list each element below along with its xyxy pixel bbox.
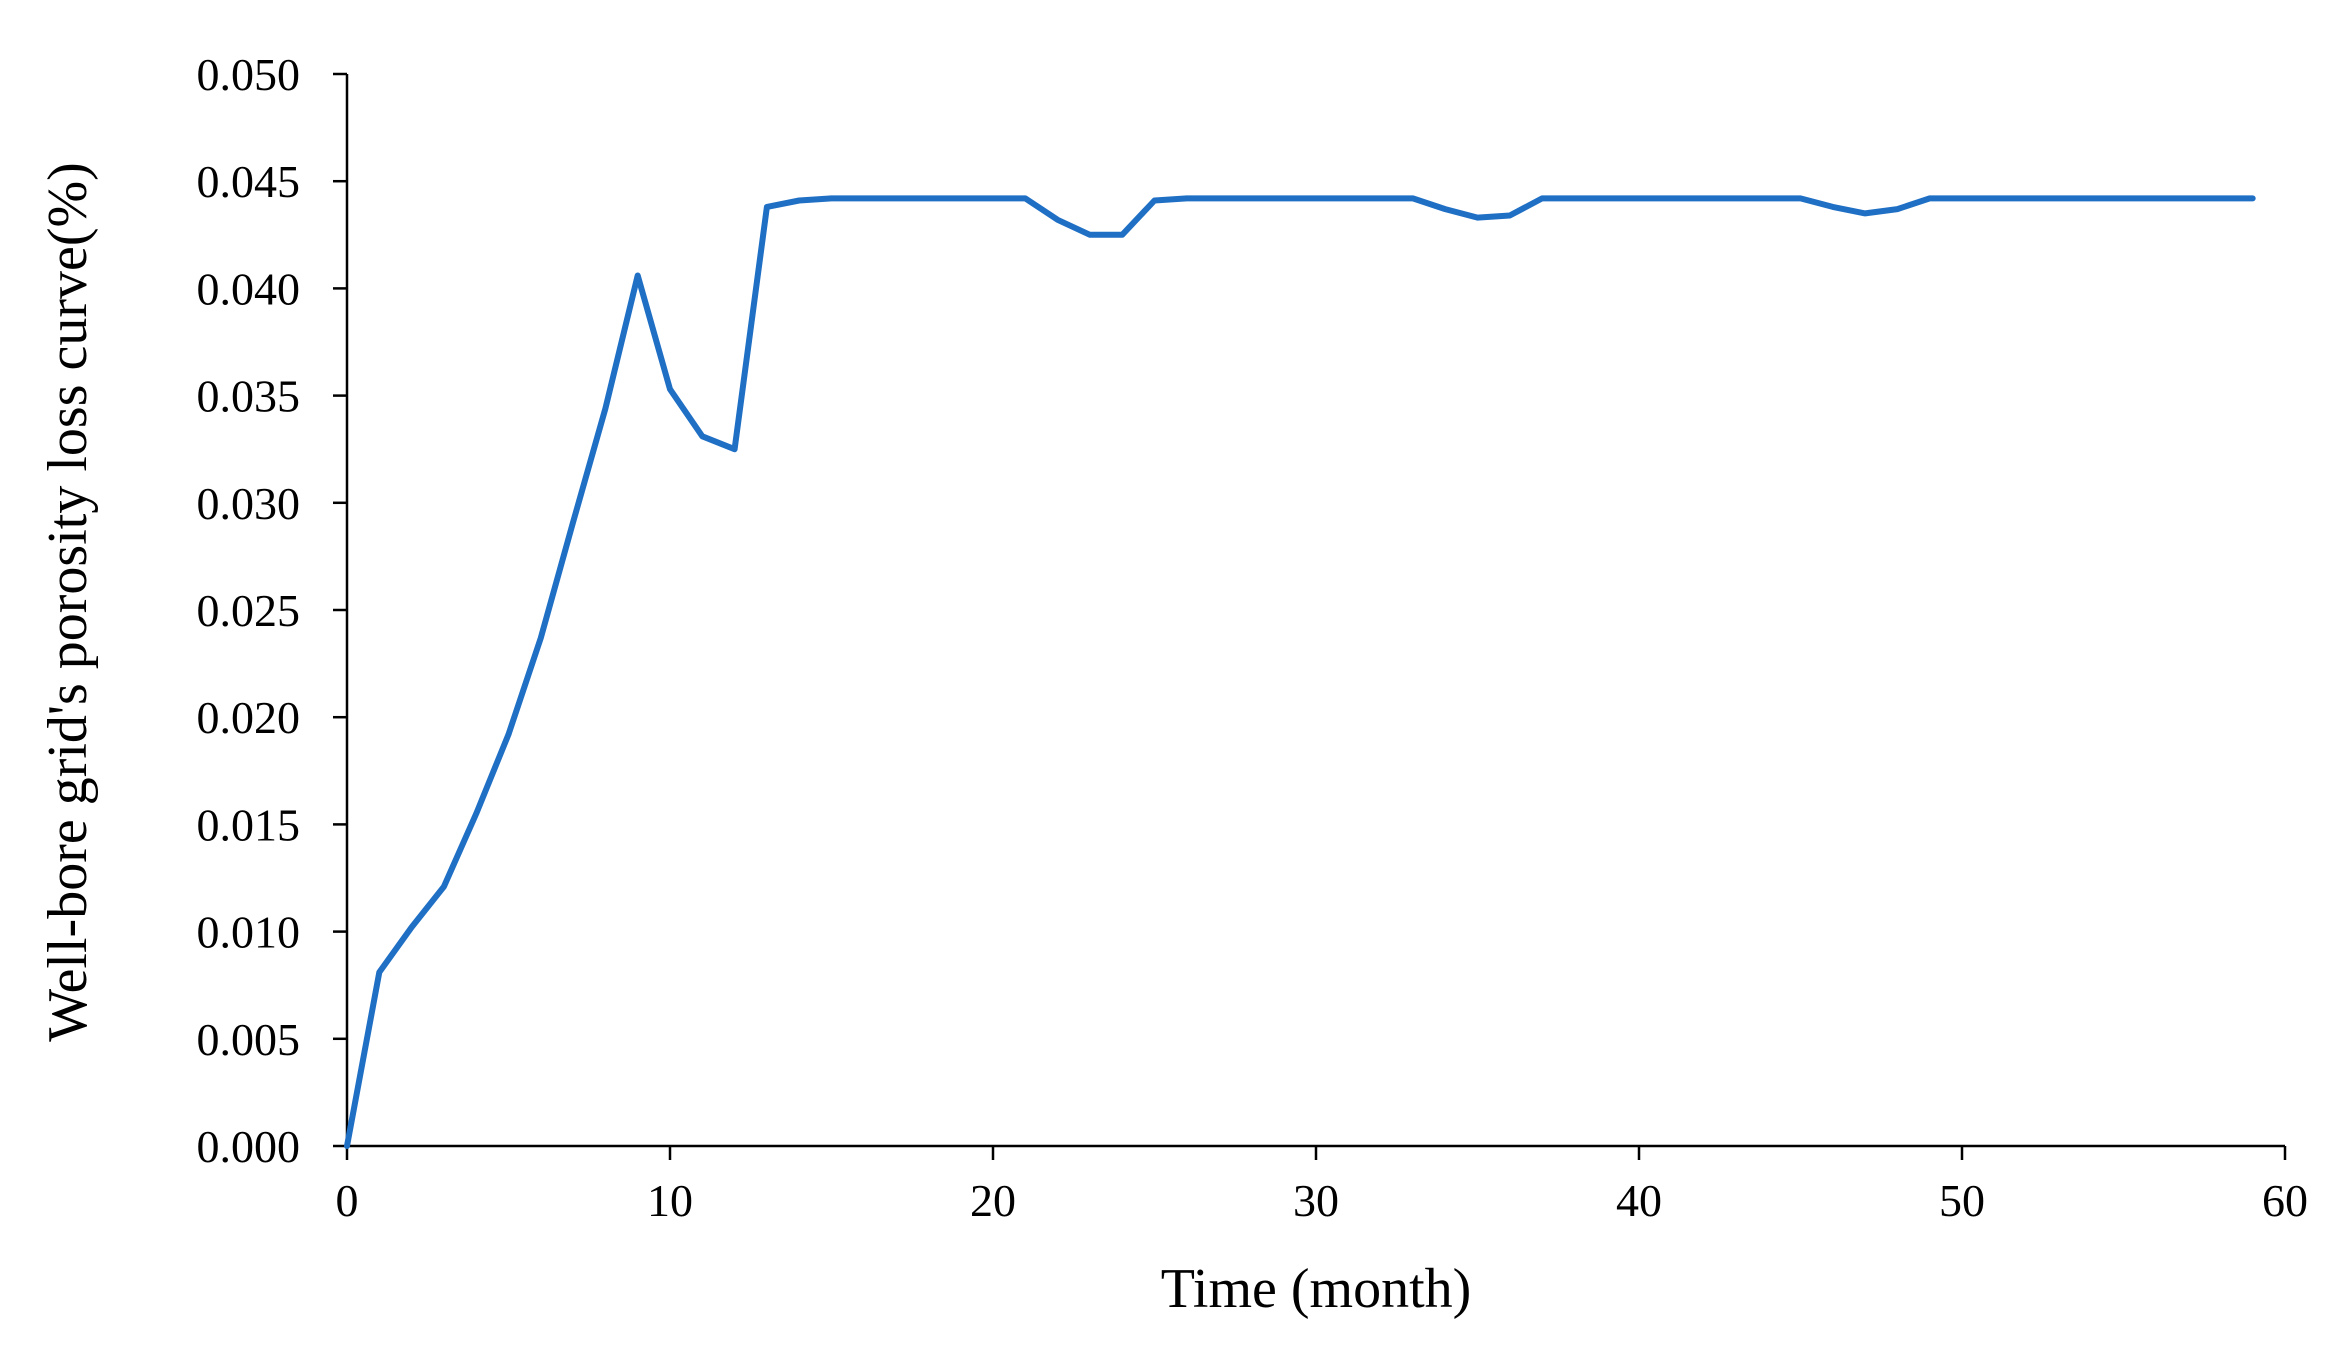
axes-layer — [345, 74, 2285, 1148]
y-tick-label: 0.030 — [197, 478, 301, 529]
y-tick-label: 0.020 — [197, 692, 301, 743]
x-tick-label: 50 — [1939, 1175, 1985, 1226]
x-tick-label: 0 — [336, 1175, 359, 1226]
x-tick-label: 10 — [647, 1175, 693, 1226]
x-tick-label: 20 — [970, 1175, 1016, 1226]
y-tick-label: 0.015 — [197, 799, 301, 850]
x-tick-label: 40 — [1616, 1175, 1662, 1226]
x-axis-title: Time (month) — [1161, 1258, 1472, 1320]
y-tick-label: 0.045 — [197, 156, 301, 207]
y-tick-label: 0.025 — [197, 585, 301, 636]
x-tick-label: 60 — [2262, 1175, 2308, 1226]
y-axis-title: Well-bore grid's porosity loss curve(%) — [37, 162, 99, 1042]
y-tick-label: 0.010 — [197, 907, 301, 958]
y-tick-label: 0.000 — [197, 1121, 301, 1172]
y-tick-label: 0.050 — [197, 49, 301, 100]
ticks-layer: 0 10 20 30 40 50 60 0.000 0.005 0.010 0.015 0.020 0.… — [197, 49, 2309, 1226]
x-tick-label: 30 — [1293, 1175, 1339, 1226]
y-tick-label: 0.035 — [197, 371, 301, 422]
series-layer — [344, 195, 2256, 1149]
y-tick-label: 0.040 — [197, 263, 301, 314]
y-tick-label: 0.005 — [197, 1014, 301, 1065]
series-line — [344, 195, 2256, 1149]
